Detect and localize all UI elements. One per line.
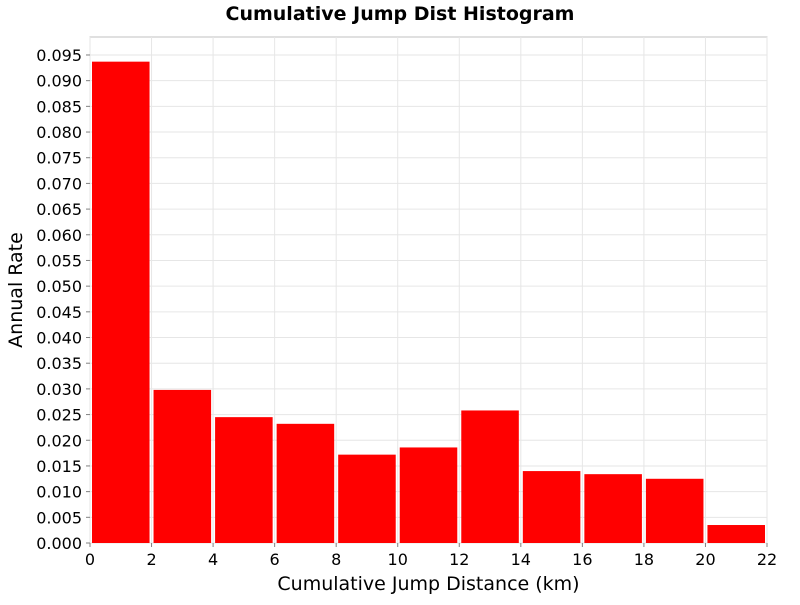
x-tick-label: 14 bbox=[511, 550, 531, 569]
y-tick-label: 0.000 bbox=[36, 534, 82, 553]
histogram-bar bbox=[215, 417, 273, 543]
y-tick-label: 0.030 bbox=[36, 380, 82, 399]
chart-title: Cumulative Jump Dist Histogram bbox=[226, 3, 575, 25]
histogram-bar bbox=[461, 410, 519, 543]
x-tick-label: 16 bbox=[572, 550, 592, 569]
y-tick-label: 0.095 bbox=[36, 46, 82, 65]
y-tick-label: 0.015 bbox=[36, 457, 82, 476]
histogram-bar bbox=[707, 525, 765, 543]
y-tick-label: 0.085 bbox=[36, 97, 82, 116]
x-tick-label: 6 bbox=[270, 550, 280, 569]
histogram-bar bbox=[153, 389, 212, 543]
y-tick-label: 0.035 bbox=[36, 354, 82, 373]
y-tick-label: 0.045 bbox=[36, 303, 82, 322]
x-tick-label: 12 bbox=[449, 550, 469, 569]
y-tick-label: 0.050 bbox=[36, 277, 82, 296]
y-tick-label: 0.065 bbox=[36, 200, 82, 219]
x-tick-label: 20 bbox=[695, 550, 715, 569]
y-tick-label: 0.010 bbox=[36, 483, 82, 502]
x-tick-label: 8 bbox=[331, 550, 341, 569]
histogram-bar bbox=[338, 454, 396, 543]
y-tick-label: 0.075 bbox=[36, 149, 82, 168]
y-tick-label: 0.060 bbox=[36, 226, 82, 245]
y-tick-label: 0.040 bbox=[36, 329, 82, 348]
x-tick-label: 18 bbox=[634, 550, 654, 569]
x-tick-label: 4 bbox=[208, 550, 218, 569]
y-tick-label: 0.070 bbox=[36, 174, 82, 193]
x-axis-ticks: 0 2 4 6 8 10 12 14 16 18 20 22 bbox=[85, 543, 777, 569]
histogram-bar bbox=[399, 447, 458, 543]
y-axis-ticks: 0.000 0.005 0.010 0.015 0.020 0.025 0.030 0.035… bbox=[36, 46, 90, 553]
y-tick-label: 0.090 bbox=[36, 72, 82, 91]
x-axis-label: Cumulative Jump Distance (km) bbox=[277, 573, 579, 595]
histogram-bar bbox=[645, 478, 704, 543]
y-tick-label: 0.025 bbox=[36, 406, 82, 425]
y-tick-label: 0.020 bbox=[36, 431, 82, 450]
histogram-bar bbox=[92, 61, 150, 543]
y-tick-label: 0.005 bbox=[36, 508, 82, 527]
histogram-bar bbox=[276, 423, 335, 543]
x-tick-label: 22 bbox=[757, 550, 777, 569]
y-tick-label: 0.080 bbox=[36, 123, 82, 142]
y-axis-label: Annual Rate bbox=[5, 232, 27, 348]
histogram-bar bbox=[522, 471, 581, 543]
x-tick-label: 2 bbox=[146, 550, 156, 569]
x-tick-label: 0 bbox=[85, 550, 95, 569]
x-tick-label: 10 bbox=[388, 550, 408, 569]
y-tick-label: 0.055 bbox=[36, 251, 82, 270]
bars bbox=[92, 61, 765, 543]
histogram-bar bbox=[584, 474, 642, 543]
